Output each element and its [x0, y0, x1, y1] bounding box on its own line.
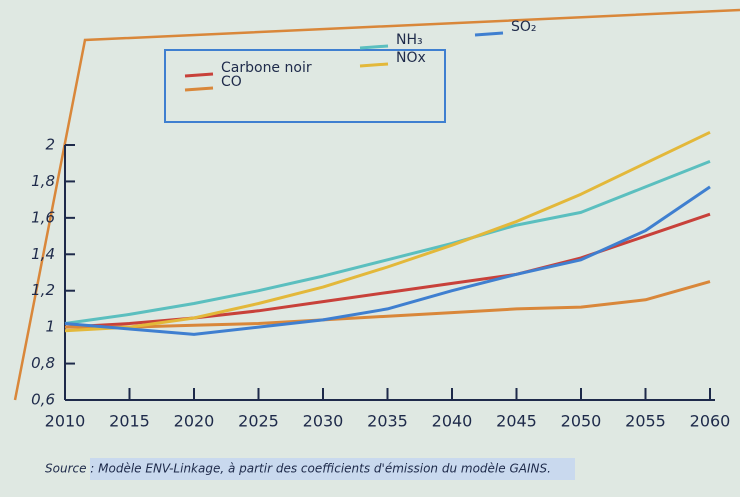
legend-swatch [474, 31, 504, 37]
legend-label: NH₃ [396, 32, 423, 48]
x-tick-label: 2045 [496, 412, 537, 431]
source-highlight [90, 458, 575, 480]
x-tick-label: 2055 [625, 412, 666, 431]
legend-label: SO₂ [511, 19, 537, 35]
legend-swatch [184, 86, 214, 92]
legend-label: Carbone noir [221, 60, 312, 76]
y-tick-label: 1,2 [31, 281, 55, 299]
x-tick-label: 2020 [174, 412, 215, 431]
legend-box [164, 49, 446, 123]
x-tick-label: 2030 [303, 412, 344, 431]
source: Source : Modèle ENV-Linkage, à partir de… [45, 462, 551, 476]
x-tick-label: 2060 [690, 412, 731, 431]
legend-swatch [359, 62, 389, 68]
x-tick-label: 2025 [238, 412, 279, 431]
legend-swatch [184, 72, 214, 78]
series-line [64, 185, 711, 336]
legend-swatch [359, 44, 389, 50]
y-tick-label: 0,6 [31, 391, 55, 409]
x-tick-label: 2050 [561, 412, 602, 431]
legend-label: NOx [396, 50, 426, 66]
y-tick-label: 1,6 [31, 208, 55, 226]
x-tick-label: 2010 [45, 412, 86, 431]
series-line [64, 160, 711, 325]
y-tick-label: 1,8 [31, 172, 55, 190]
legend-label: CO [221, 74, 242, 90]
y-tick-label: 2 [45, 136, 55, 154]
series-line [64, 130, 711, 333]
y-tick-label: 1,4 [31, 245, 55, 263]
x-tick-label: 2035 [367, 412, 408, 431]
y-tick-label: 1 [45, 318, 55, 336]
x-tick-label: 2040 [432, 412, 473, 431]
series-line [65, 280, 711, 329]
y-tick-label: 0,8 [31, 354, 55, 372]
x-tick-label: 2015 [109, 412, 150, 431]
frame [13, 8, 740, 401]
